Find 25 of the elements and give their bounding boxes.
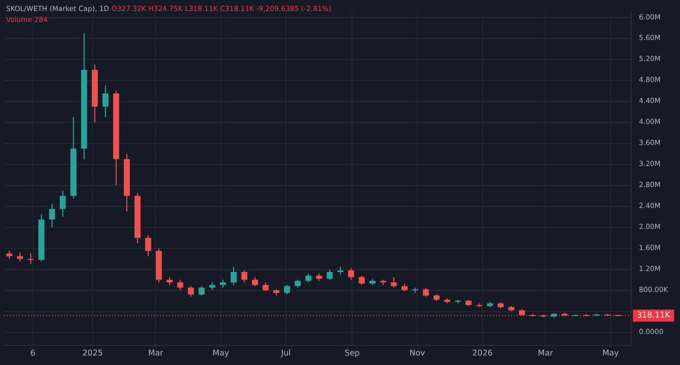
candlestick [326,268,333,280]
x-tick-label: Sep [344,348,360,358]
candlestick [49,203,56,228]
x-tick-label: Jul [280,348,291,358]
x-tick-label: 6 [30,348,36,358]
candlestick [348,268,354,280]
x-tick-label: 2025 [82,348,103,358]
x-tick-label: Mar [148,348,164,358]
x-tick-label: Nov [410,348,426,358]
candlestick [102,85,108,118]
candlestick [145,234,152,257]
candlestick [198,286,205,296]
candlestick [60,190,66,218]
candlestick [188,286,194,298]
x-tick-label: May [212,348,230,358]
candlestick [390,276,397,288]
x-tick-label: May [602,348,620,358]
candlestick [358,275,365,286]
candlestick [28,253,34,265]
ref-line-label: 318.11K [636,310,671,320]
candlestick [177,279,184,291]
x-tick-label: Mar [538,348,554,358]
candlestick [241,270,248,283]
x-tick-label: 2026 [472,348,493,358]
candlestick [230,266,237,286]
